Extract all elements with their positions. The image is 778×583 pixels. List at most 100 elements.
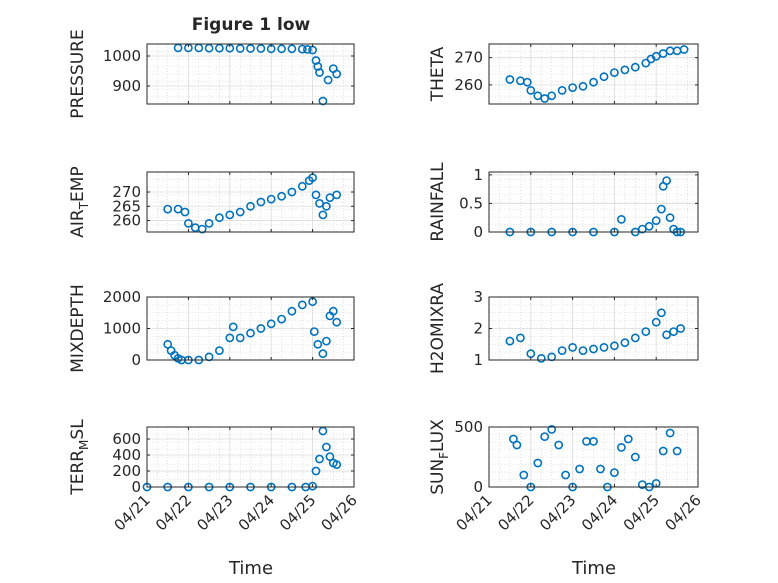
x-tick-label: 04/25: [276, 491, 319, 534]
y-tick-label: 1000: [103, 47, 141, 65]
data-point: [297, 181, 307, 191]
data-point: [214, 43, 224, 53]
data-point: [610, 468, 619, 477]
x-tick-label: 04/26: [662, 491, 705, 534]
x-tick-label: 04/23: [536, 491, 579, 534]
x-tick-label: 04/23: [193, 491, 236, 534]
subplot-4: 0 0.5 1 RAINFALL: [428, 162, 699, 242]
data-point: [657, 308, 666, 318]
data-point: [204, 43, 214, 53]
data-point: [197, 224, 207, 234]
subplot-5: 0 1000 2000 MIXDEPTH: [68, 284, 355, 373]
data-point: [315, 68, 324, 77]
data-point: [318, 210, 328, 220]
data-point: [540, 94, 550, 103]
data-point: [669, 327, 678, 336]
data-point: [225, 333, 235, 343]
axes-box: [146, 171, 355, 233]
subplot-7: 0200400600TERRMSL04/2104/2204/2304/2404/…: [68, 419, 361, 535]
y-axis-label: RAINFALL: [428, 162, 448, 242]
y-tick-label: 0.5: [459, 194, 483, 212]
data-point: [657, 204, 666, 214]
subplot-8: 0 500SUNFLUX04/2104/2204/2304/2404/2504/2…: [428, 418, 705, 534]
data-point: [568, 342, 577, 352]
data-point: [277, 314, 286, 324]
data-point: [256, 324, 266, 333]
data-point: [665, 46, 675, 56]
data-point: [651, 317, 661, 327]
data-point: [554, 440, 564, 450]
data-point: [204, 218, 214, 228]
subplot-2: 260 270 THETA: [428, 43, 699, 105]
y-tick-label: 0: [473, 478, 483, 496]
data-point: [665, 428, 675, 438]
y-tick-label: 1: [473, 166, 483, 184]
data-point: [277, 191, 286, 201]
subplot-6: 1 2 3 H2OMIXRA: [428, 283, 699, 374]
x-axis-label-right: Time: [571, 558, 616, 579]
x-axis-label-left: Time: [228, 558, 273, 579]
data-point: [321, 201, 331, 211]
data-point: [332, 190, 342, 200]
data-point: [641, 58, 651, 68]
data-point: [568, 83, 577, 92]
data-point: [630, 62, 640, 72]
data-point: [321, 442, 331, 452]
data-point: [332, 69, 342, 79]
x-tick-label: 04/21: [111, 491, 154, 534]
data-point: [309, 327, 319, 336]
data-point: [325, 452, 335, 461]
y-tick-label: 900: [112, 77, 141, 95]
data-point: [266, 319, 276, 329]
data-point: [526, 86, 536, 95]
data-point: [256, 44, 266, 53]
data-point: [505, 336, 515, 346]
y-axis-label: THETA: [428, 46, 448, 102]
data-point: [214, 213, 224, 223]
data-point: [578, 346, 588, 355]
data-point: [662, 330, 671, 340]
data-point: [522, 77, 532, 87]
data-point: [163, 204, 173, 214]
y-tick-label: 200: [112, 462, 141, 480]
data-point: [318, 96, 328, 106]
data-point: [662, 176, 671, 185]
y-tick-label: 1: [473, 351, 483, 369]
axes-box: [146, 43, 355, 105]
subplot-1: 900 1000 PRESSURE: [68, 29, 355, 119]
data-point: [578, 81, 588, 91]
x-tick-label: 04/25: [620, 491, 663, 534]
data-point: [676, 324, 685, 333]
data-point: [623, 434, 633, 444]
data-point: [190, 223, 200, 233]
x-tick-label: 04/24: [235, 491, 278, 534]
data-point: [266, 194, 276, 204]
y-tick-label: 3: [473, 288, 483, 306]
data-point: [277, 44, 286, 54]
y-axis-label: MIXDEPTH: [68, 284, 88, 373]
data-point: [287, 44, 297, 54]
x-tick-label: 04/21: [453, 491, 496, 534]
data-point: [536, 353, 546, 363]
data-point: [235, 207, 245, 217]
data-point: [313, 339, 323, 349]
axes-box: [488, 171, 699, 233]
data-point: [256, 197, 266, 207]
axes-box: [488, 43, 699, 105]
y-tick-label: 0: [131, 351, 141, 369]
data-point: [311, 190, 321, 200]
x-tick-label: 04/22: [494, 491, 537, 534]
data-point: [183, 218, 193, 228]
data-point: [214, 346, 224, 355]
data-point: [180, 207, 190, 217]
data-point: [246, 201, 255, 211]
data-point: [651, 51, 661, 61]
y-axis-label: H2OMIXRA: [428, 283, 448, 374]
data-point: [533, 458, 543, 468]
data-point: [287, 187, 297, 197]
data-point: [505, 75, 515, 84]
data-point: [313, 62, 323, 71]
